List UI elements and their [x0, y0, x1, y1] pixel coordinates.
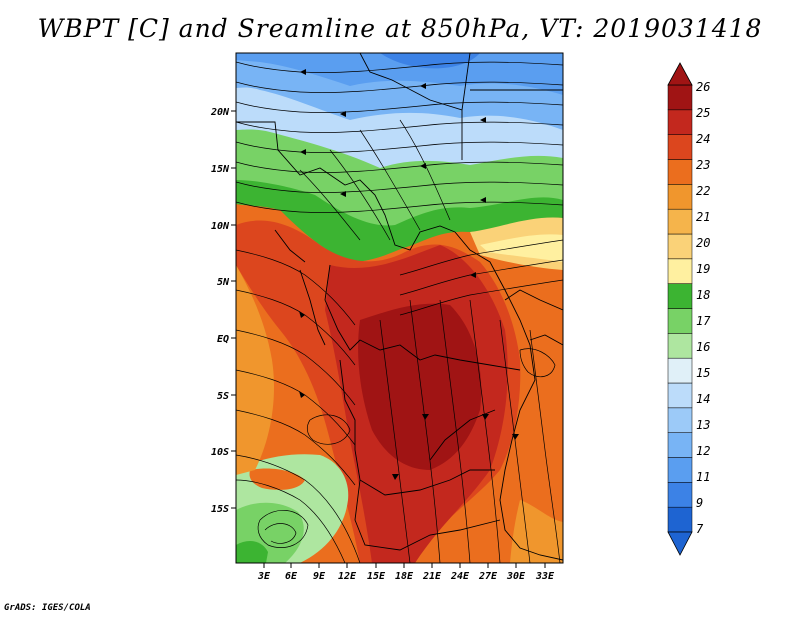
wbpt-shaded-field: [236, 53, 563, 563]
colorbar-box: [667, 357, 693, 384]
lat-label-10s: 10S: [211, 447, 229, 458]
colorbar-label-19: 19: [696, 262, 710, 276]
colorbar-box: [667, 208, 693, 235]
colorbar-label-26: 26: [696, 80, 710, 94]
streamlines: [236, 61, 563, 563]
lon-label-15e: 15E: [367, 571, 386, 582]
colorbar-box: [667, 184, 693, 210]
lat-label-20n: 20N: [210, 107, 230, 118]
lat-label-eq: EQ: [217, 334, 229, 345]
colorbar-label-14: 14: [696, 392, 710, 406]
lon-label-30e: 30E: [506, 571, 526, 582]
streamline-arrows: [299, 69, 519, 480]
map-frame: [235, 52, 564, 564]
colorbar-box: [667, 432, 693, 458]
lon-label-12e: 12E: [338, 571, 357, 582]
colorbar-label-23: 23: [696, 158, 710, 172]
colorbar-box: [667, 482, 693, 508]
colorbar-box: [667, 159, 693, 185]
lat-tick-group: [231, 110, 236, 509]
page-title: WBPT [C] and Sreamline at 850hPa, VT: 20…: [37, 14, 763, 43]
grads-credit: GrADS: IGES/COLA: [4, 603, 91, 613]
colorbar-box: [667, 308, 693, 334]
colorbar-label-11: 11: [696, 470, 710, 484]
lat-label-15n: 15N: [211, 164, 230, 175]
colorbar-top-arrow: [667, 62, 693, 86]
colorbar-box: [667, 457, 693, 483]
colorbar-label-20: 20: [696, 236, 710, 250]
colorbar-label-7: 7: [696, 522, 704, 536]
lon-label-24e: 24E: [450, 571, 470, 582]
lon-label-6e: 6E: [285, 571, 298, 582]
colorbar-box: [667, 407, 693, 433]
colorbar-bottom-arrow: [667, 531, 693, 556]
colorbar-label-17: 17: [696, 314, 711, 328]
colorbar-label-12: 12: [696, 444, 710, 458]
lat-axis: 20N 15N 10N 5N EQ 5S 10S 15S: [210, 107, 236, 515]
colorbar-box: [667, 109, 693, 135]
lat-label-5n: 5N: [217, 277, 230, 288]
lon-label-3e: 3E: [257, 571, 271, 582]
colorbar-box: [667, 258, 693, 284]
lon-label-21e: 21E: [422, 571, 442, 582]
lon-axis: 3E 6E 9E 12E 15E 18E 21E 24E 27E 30E 33E: [257, 563, 555, 582]
colorbar-box: [667, 134, 693, 160]
colorbar-box: [667, 382, 693, 409]
colorbar-box: [667, 506, 693, 533]
colorbar-label-24: 24: [696, 132, 710, 146]
colorbar: 26 25 24 23 22 21 20 19 18 17 16 15 14 1…: [667, 62, 711, 556]
colorbar-boxes: [667, 84, 693, 533]
lon-label-9e: 9E: [313, 571, 326, 582]
lon-tick-group: [263, 563, 546, 568]
lat-label-10n: 10N: [211, 221, 230, 232]
lon-label-33e: 33E: [535, 571, 555, 582]
lat-label-15s: 15S: [211, 504, 229, 515]
colorbar-label-21: 21: [696, 210, 710, 224]
colorbar-box: [667, 233, 693, 260]
lat-label-5s: 5S: [217, 391, 229, 402]
colorbar-label-25: 25: [696, 106, 710, 120]
colorbar-label-18: 18: [696, 288, 710, 302]
colorbar-label-13: 13: [696, 418, 710, 432]
colorbar-label-9: 9: [696, 496, 703, 510]
lon-label-18e: 18E: [395, 571, 414, 582]
colorbar-box: [667, 84, 693, 111]
colorbar-label-22: 22: [696, 184, 710, 198]
colorbar-label-16: 16: [696, 340, 710, 354]
colorbar-label-15: 15: [696, 366, 710, 380]
country-borders: [236, 53, 563, 561]
colorbar-box: [667, 283, 693, 309]
lon-label-27e: 27E: [478, 571, 498, 582]
colorbar-box: [667, 333, 693, 359]
